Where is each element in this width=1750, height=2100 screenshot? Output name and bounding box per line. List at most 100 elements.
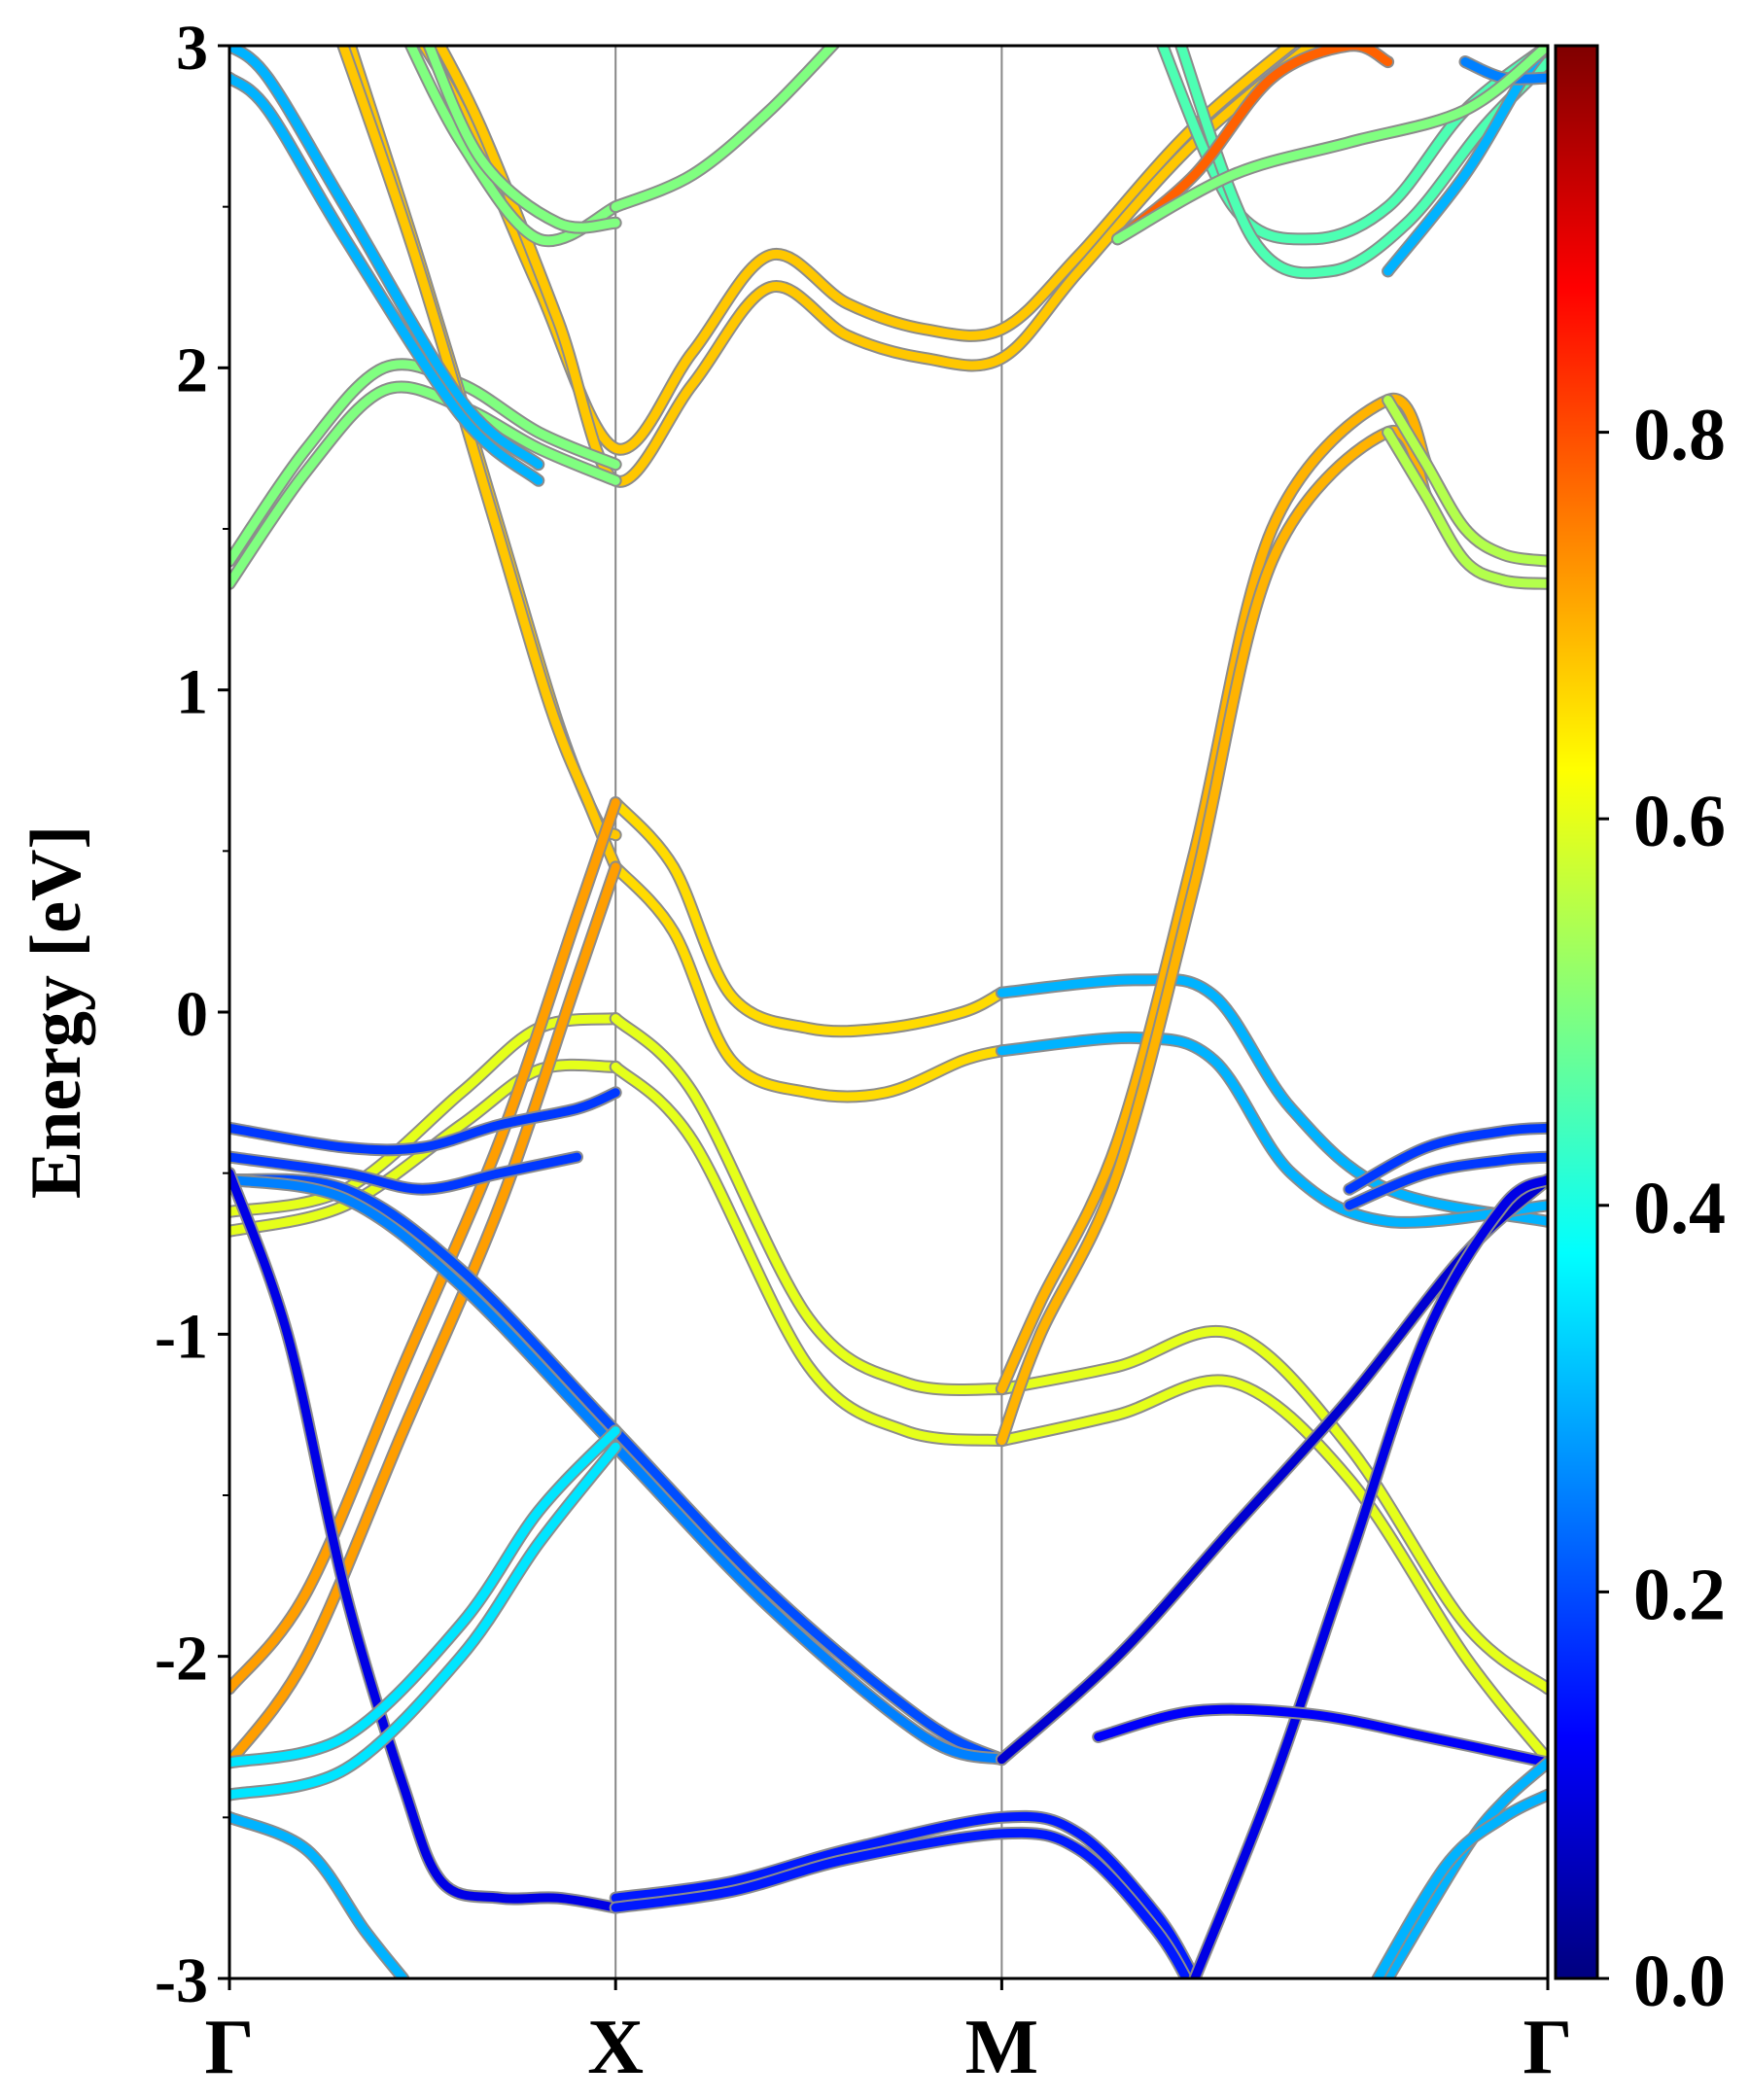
band-41-line xyxy=(611,46,839,212)
band-15-line xyxy=(997,1376,1548,1765)
band-18 xyxy=(1382,393,1548,568)
band-29-outline xyxy=(229,1167,622,1914)
band-1-line xyxy=(435,46,1317,486)
band-6 xyxy=(609,796,1008,1038)
band-36 xyxy=(229,1810,410,1978)
x-tick-label: Γ xyxy=(1523,2005,1573,2090)
band-40 xyxy=(422,46,622,234)
band-30-line xyxy=(611,1811,1200,1978)
band-46 xyxy=(229,46,545,472)
band-19-line xyxy=(1383,428,1548,588)
y-tick-label: 2 xyxy=(176,334,208,405)
band-48-line xyxy=(1113,46,1393,244)
band-16 xyxy=(995,392,1433,1396)
band-15-outline xyxy=(995,1374,1548,1767)
band-2 xyxy=(229,358,622,568)
band-6-line xyxy=(611,798,1006,1036)
band-41 xyxy=(609,46,841,214)
band-8-outline xyxy=(995,973,1548,1228)
y-tick-label: -2 xyxy=(155,1624,208,1695)
band-20-line xyxy=(229,798,620,1694)
band-28-line xyxy=(1345,1152,1548,1210)
band-17 xyxy=(995,425,1433,1448)
band-lines xyxy=(229,46,1548,1978)
plot-area: -3 -2 -1 0 1 2 3 Γ X M Γ Energy [eV] xyxy=(17,13,1572,2090)
band-29 xyxy=(229,1167,622,1914)
band-6-outline xyxy=(609,796,1008,1038)
band-14 xyxy=(995,1324,1548,1696)
band-47 xyxy=(229,71,545,487)
band-32-line xyxy=(1190,1174,1548,1978)
band-21 xyxy=(229,860,622,1769)
band-9 xyxy=(995,1031,1548,1229)
band-29-line xyxy=(229,1169,620,1912)
band-40-line xyxy=(424,46,620,232)
band-13 xyxy=(609,1060,1008,1448)
band-49 xyxy=(1111,46,1548,246)
band-3-line xyxy=(229,382,620,588)
band-8 xyxy=(995,973,1548,1228)
band-34-line xyxy=(229,1426,620,1768)
band-25 xyxy=(229,1086,622,1157)
band-14-outline xyxy=(995,1324,1548,1696)
x-tick-label: X xyxy=(587,2005,644,2090)
band-43 xyxy=(1173,46,1548,280)
band-12 xyxy=(609,1012,1008,1396)
x-tick-label: Γ xyxy=(205,2005,255,2090)
colorbar-tick-label: 0.4 xyxy=(1633,1168,1726,1249)
y-axis-ticks: -3 -2 -1 0 1 2 3 xyxy=(155,13,229,2016)
band-12-line xyxy=(611,1014,1006,1394)
band-30 xyxy=(609,1809,1202,1978)
colorbar-tick-label: 0.0 xyxy=(1633,1941,1726,2022)
band-38-line xyxy=(1373,1790,1548,1978)
y-axis-label: Energy [eV] xyxy=(17,825,96,1199)
band-35 xyxy=(229,1440,622,1802)
x-tick-label: M xyxy=(965,2005,1039,2090)
band-20 xyxy=(229,796,622,1696)
band-5 xyxy=(336,46,622,874)
band-3 xyxy=(229,380,622,590)
band-34-outline xyxy=(229,1424,622,1769)
band-5-line xyxy=(338,46,620,872)
band-49-line xyxy=(1113,46,1548,244)
band-16-outline xyxy=(995,392,1433,1396)
y-tick-label: 1 xyxy=(176,657,208,728)
band-38 xyxy=(1370,1788,1548,1978)
band-28 xyxy=(1343,1150,1548,1212)
colorbar-ticks: 0.0 0.2 0.4 0.6 0.8 xyxy=(1597,395,1726,2022)
band-8-line xyxy=(997,975,1548,1226)
band-48 xyxy=(1111,46,1395,246)
band-26-line xyxy=(1345,1123,1548,1194)
band-7 xyxy=(609,860,1008,1103)
band-16-line xyxy=(997,394,1431,1394)
band-19 xyxy=(1382,426,1548,590)
band-7-line xyxy=(611,862,1006,1102)
band-35-line xyxy=(229,1442,620,1800)
band-26 xyxy=(1343,1121,1548,1196)
y-tick-label: 3 xyxy=(176,13,208,84)
band-27 xyxy=(229,1150,583,1196)
band-18-line xyxy=(1383,395,1548,566)
band-10 xyxy=(229,1012,622,1218)
y-tick-label: -1 xyxy=(155,1301,208,1372)
band-36-line xyxy=(229,1812,408,1978)
colorbar-tick-label: 0.8 xyxy=(1633,395,1726,476)
band-1 xyxy=(433,46,1320,488)
band-0-line xyxy=(418,46,1297,454)
band-11-line xyxy=(229,1060,620,1236)
band-37-line xyxy=(1383,1758,1548,1978)
band-15 xyxy=(995,1374,1548,1767)
colorbar-tick-label: 0.2 xyxy=(1633,1554,1726,1635)
y-tick-label: 0 xyxy=(176,979,208,1050)
band-13-line xyxy=(611,1062,1006,1446)
band-31 xyxy=(609,1826,1194,1978)
colorbar-tick-label: 0.6 xyxy=(1633,781,1726,862)
band-2-line xyxy=(229,360,620,566)
band-34 xyxy=(229,1424,622,1769)
band-25-line xyxy=(229,1088,620,1155)
y-tick-label: -3 xyxy=(155,1945,208,2016)
band-11 xyxy=(229,1058,622,1238)
band-36-outline xyxy=(229,1810,410,1978)
band-0 xyxy=(416,46,1301,456)
